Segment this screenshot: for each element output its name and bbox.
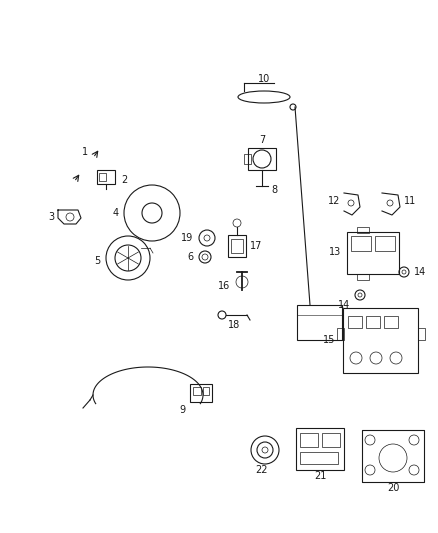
Bar (322, 433, 340, 447)
Bar (193, 387, 201, 395)
Bar (347, 232, 399, 274)
Text: 19: 19 (181, 233, 193, 243)
Text: 15: 15 (323, 335, 335, 345)
Text: 12: 12 (328, 196, 340, 206)
Bar (228, 235, 246, 257)
Text: 22: 22 (255, 465, 267, 475)
Bar (384, 316, 398, 328)
Bar (99, 173, 106, 181)
Text: 21: 21 (314, 471, 326, 481)
Bar (362, 430, 424, 482)
Bar (300, 452, 338, 464)
Text: 17: 17 (250, 241, 262, 251)
Text: 13: 13 (329, 247, 341, 257)
Bar (357, 227, 369, 233)
Bar (418, 328, 425, 340)
Text: 16: 16 (218, 281, 230, 291)
Text: 8: 8 (272, 185, 278, 195)
Bar (190, 384, 212, 402)
Bar (231, 239, 243, 253)
Text: 7: 7 (259, 135, 265, 145)
Text: 4: 4 (113, 208, 119, 218)
Bar (343, 308, 418, 373)
Text: 10: 10 (258, 74, 270, 84)
Bar (351, 236, 371, 251)
Bar (244, 154, 251, 164)
Text: 9: 9 (179, 405, 185, 415)
Text: 18: 18 (228, 320, 240, 330)
Text: 14: 14 (414, 267, 426, 277)
Text: 20: 20 (387, 483, 399, 493)
Text: 1: 1 (82, 147, 88, 157)
Bar (297, 305, 342, 340)
Bar (348, 316, 362, 328)
Bar (248, 148, 276, 170)
Bar (97, 170, 115, 184)
Text: 6: 6 (187, 252, 193, 262)
Text: 14: 14 (338, 300, 350, 310)
Text: 3: 3 (48, 212, 54, 222)
Bar (357, 274, 369, 280)
Bar (300, 433, 318, 447)
Text: 2: 2 (121, 175, 127, 185)
Bar (337, 328, 344, 340)
Bar (296, 428, 344, 470)
Bar (375, 236, 395, 251)
Bar (366, 316, 380, 328)
Bar (203, 387, 209, 395)
Text: 5: 5 (94, 256, 100, 266)
Text: 11: 11 (404, 196, 416, 206)
